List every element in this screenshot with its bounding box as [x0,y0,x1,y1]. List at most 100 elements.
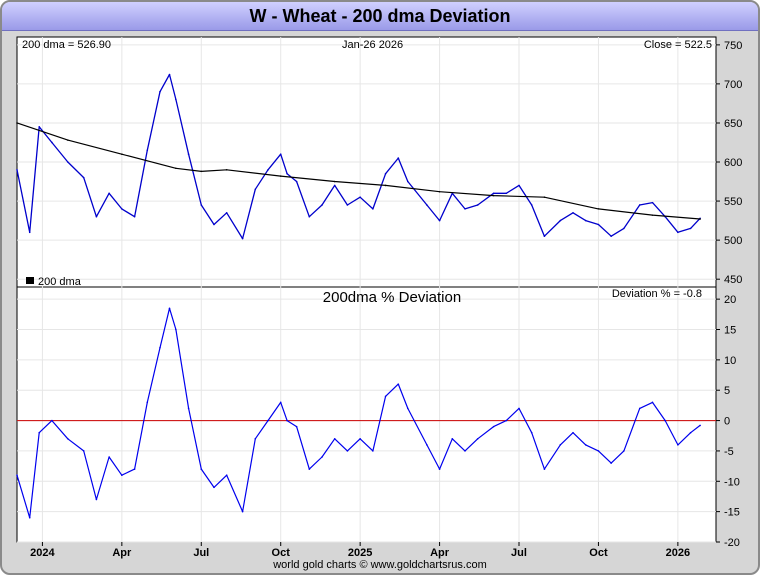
price-line-point [225,211,228,214]
x-tick-label: 2024 [30,547,55,559]
deviation-line-point [121,474,123,477]
price-line-point [51,141,53,144]
price-line-point [200,204,203,206]
deviation-line-point [610,462,612,464]
dma-value-label: 200 dma = 526.90 [22,39,111,51]
price-line-point [597,223,600,226]
y-tick-label: -20 [724,537,740,549]
deviation-line-point [584,444,587,446]
price-line-point [559,219,562,222]
legend-label: 200 dma [38,276,82,288]
y-tick-label: -5 [724,446,734,458]
y-tick-label: 600 [724,157,742,169]
y-tick-label: 0 [724,416,730,428]
price-line-point [267,169,269,171]
deviation-line-point [346,450,349,452]
deviation-line-point [543,468,546,470]
price-line-point [187,153,190,155]
deviation-line-point [108,456,110,458]
deviation-line-point [241,510,244,513]
deviation-line-point [638,407,641,410]
deviation-line-point [213,486,215,489]
price-line-point [67,161,69,163]
x-tick-label: 2026 [666,547,690,559]
y-tick-label: 750 [724,40,742,52]
price-line-point [638,204,641,206]
deviation-line-point [67,437,69,440]
deviation-line-point [95,498,98,501]
price-line-point [530,204,533,206]
price-line-point [397,157,400,159]
price-line-point [213,223,215,226]
price-line-point [438,219,441,222]
deviation-line-point [267,419,269,422]
dma-line-point [279,175,282,177]
price-line-point [254,188,257,191]
deviation-line-point [438,468,441,470]
price-line-point [279,153,282,155]
y-tick-label: 10 [724,355,736,367]
price-line-point [572,211,574,214]
price-line-point [346,204,349,206]
y-tick-label: 450 [724,274,742,286]
deviation-line-point [200,468,203,470]
y-tick-label: 650 [724,118,742,130]
close-value-label: Close = 522.5 [644,39,712,51]
legend-swatch [26,277,34,284]
price-line-point [543,235,546,238]
price-line-point [175,98,177,101]
deviation-line-point [372,450,374,452]
y-tick-label: 20 [724,294,736,306]
deviation-line-point [559,444,562,446]
deviation-line-point [397,383,400,385]
price-line-point [321,204,323,206]
deviation-line-point [82,450,85,452]
deviation-line-point [254,437,257,440]
deviation-line-point [159,346,161,349]
footer-credit: world gold charts © www.goldchartsrus.co… [273,559,487,571]
dma-line-point [438,190,441,193]
dma-line-point [543,196,546,198]
x-tick-label: Apr [112,547,132,559]
y-tick-label: 500 [724,235,742,247]
price-line-point [308,215,311,218]
price-line-point [584,219,587,222]
price-line-point [623,227,625,230]
deviation-line-point [225,474,228,477]
deviation-line-point [51,419,53,422]
deviation-line-point [286,419,288,422]
x-tick-label: Apr [430,547,450,559]
dma-line-point [333,180,336,183]
price-line-point [16,169,18,171]
deviation-line-point [451,437,454,440]
price-line-point [82,176,85,179]
deviation-line-point [530,431,533,434]
deviation-line-point [518,407,520,410]
price-line-point [651,201,654,204]
deviation-line-point [623,450,625,452]
y-tick-label: -15 [724,507,740,519]
price-line-point [359,196,361,198]
price-line-point [295,180,298,183]
price-line-point [384,172,387,175]
price-line-point [28,231,31,234]
deviation-line-point [407,407,409,410]
price-line-point [677,231,679,234]
deviation-line-point [492,425,495,428]
deviation-line-point [464,450,466,452]
deviation-line-point [359,437,361,440]
deviation-line-point [168,307,171,310]
dma-line-point [699,218,701,220]
price-line-point [426,204,428,206]
deviation-line-point [28,516,31,519]
dma-line-point [16,122,18,124]
dma-line-point [651,214,654,216]
deviation-line-point [175,328,177,331]
price-line-point [610,235,612,238]
x-tick-label: 2025 [348,547,372,559]
price-line-point [407,180,409,183]
deviation-line-point [384,395,387,398]
deviation-line-point [476,437,479,440]
price-line-point [159,90,161,93]
